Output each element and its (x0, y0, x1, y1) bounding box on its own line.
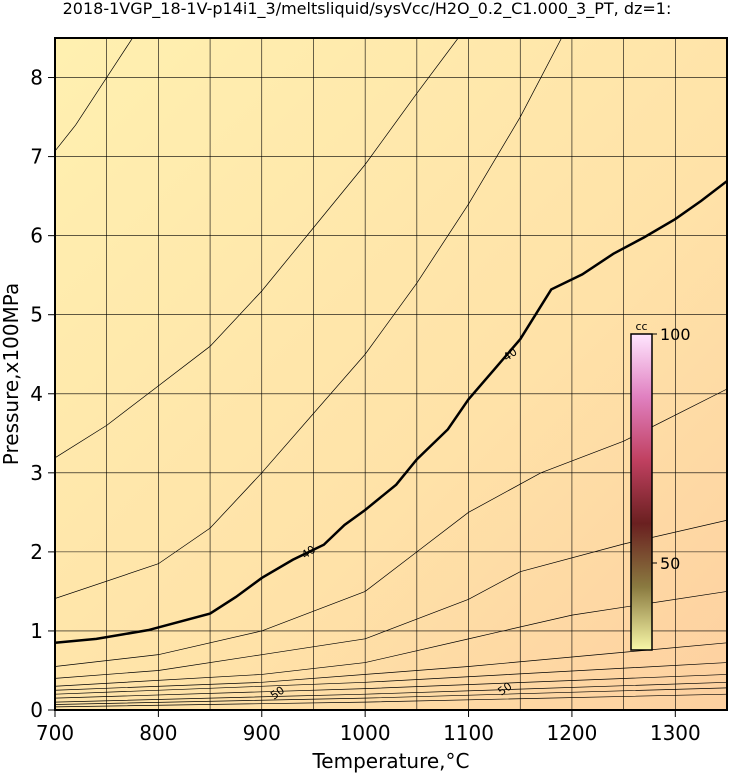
y-tick-label: 7 (30, 145, 43, 169)
contour-line (55, 674, 727, 699)
contour-line (55, 38, 133, 152)
y-tick-label: 0 (30, 698, 43, 722)
contour-line (55, 642, 727, 691)
x-tick-label: 1300 (650, 721, 701, 745)
contour-line (55, 180, 727, 645)
x-tick-label: 900 (243, 721, 281, 745)
colorbar-tick-label: 50 (660, 554, 680, 573)
contour-line (55, 687, 727, 705)
x-tick-label: 700 (36, 721, 74, 745)
y-tick-label: 4 (30, 382, 43, 406)
y-tick-label: 6 (30, 224, 43, 248)
contour-line (55, 662, 727, 695)
colorbar-label: cc (635, 320, 647, 333)
y-axis-label: Pressure,x100MPa (0, 283, 23, 465)
contour-line (55, 519, 727, 679)
y-tick-label: 5 (30, 303, 43, 327)
x-tick-label: 800 (139, 721, 177, 745)
y-tick-label: 2 (30, 540, 43, 564)
x-tick-label: 1000 (340, 721, 391, 745)
contour-line (55, 38, 562, 599)
x-axis-label: Temperature,°C (311, 749, 469, 773)
contour-line (55, 38, 459, 459)
contour-line (55, 681, 727, 703)
y-tick-label: 3 (30, 461, 43, 485)
x-tick-label: 1200 (546, 721, 597, 745)
colorbar-tick-label: 100 (660, 325, 691, 344)
x-tick-label: 1100 (443, 721, 494, 745)
contour-line (55, 591, 727, 687)
contour-line (55, 693, 727, 708)
plot-frame (54, 37, 728, 711)
chart-title: 2018-1VGP_18-1V-p14i1_3/meltsliquid/sysV… (63, 0, 672, 19)
plot-background (55, 38, 727, 710)
contour-line (55, 388, 727, 667)
y-tick-label: 8 (30, 66, 43, 90)
y-tick-label: 1 (30, 619, 43, 643)
colorbar (630, 333, 653, 651)
